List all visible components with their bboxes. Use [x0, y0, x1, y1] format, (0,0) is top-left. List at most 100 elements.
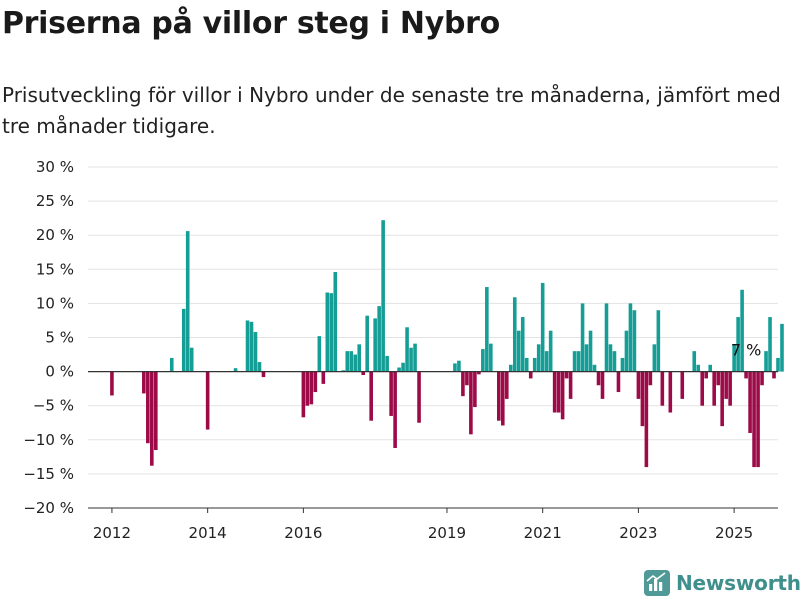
bar — [261, 371, 266, 378]
bar — [453, 363, 457, 372]
bar — [313, 371, 318, 393]
y-tick-label: −10 % — [23, 431, 74, 449]
bar — [576, 351, 581, 372]
bar — [608, 344, 613, 372]
bar — [616, 371, 621, 393]
bar — [401, 362, 405, 372]
bar — [596, 371, 601, 386]
bar — [377, 306, 381, 372]
bar — [652, 344, 657, 372]
bar — [345, 351, 350, 372]
bar — [628, 303, 633, 372]
bar — [584, 344, 589, 372]
bar — [560, 371, 565, 420]
bar — [728, 371, 732, 406]
bar — [632, 310, 637, 372]
y-tick-label: 15 % — [36, 260, 74, 278]
bar — [389, 371, 393, 416]
bar — [457, 360, 461, 372]
y-tick-label: −20 % — [23, 499, 74, 517]
newsworthy-logo: Newsworthy — [644, 570, 800, 596]
bar — [142, 371, 146, 394]
bar — [732, 344, 736, 372]
latest-value-label: 7 % — [731, 340, 761, 359]
bar — [405, 327, 409, 372]
bar — [736, 317, 740, 372]
bar — [712, 371, 716, 406]
x-axis-labels: 2012 2014 2016 2019 2021 2023 2025 — [93, 524, 753, 542]
bar — [110, 371, 114, 396]
brand-name: Newsworthy — [676, 571, 800, 595]
bar — [620, 357, 625, 372]
bar — [341, 370, 346, 372]
bar — [524, 357, 529, 372]
bar — [696, 364, 701, 372]
bar — [720, 371, 724, 427]
x-tick-label: 2012 — [93, 524, 131, 542]
bar — [473, 371, 477, 408]
bar — [600, 371, 605, 399]
bar — [532, 357, 537, 372]
bar — [361, 371, 365, 376]
chart-logo-icon — [644, 570, 670, 596]
bar — [552, 371, 557, 413]
bar — [512, 297, 517, 372]
bar — [321, 371, 326, 384]
chart-title: Priserna på villor steg i Nybro — [2, 6, 500, 41]
bar — [640, 371, 645, 427]
bar — [508, 364, 513, 372]
bar — [301, 371, 306, 418]
bar — [349, 351, 354, 372]
x-tick-label: 2025 — [715, 524, 753, 542]
bar — [544, 351, 549, 372]
bar — [752, 371, 756, 468]
bar — [564, 371, 569, 379]
bar — [381, 220, 385, 372]
bar — [481, 349, 485, 372]
bar — [369, 371, 373, 421]
bar — [536, 344, 541, 372]
bar — [417, 371, 421, 423]
bar — [644, 371, 649, 468]
bar — [413, 343, 417, 372]
bar — [189, 347, 194, 372]
x-tick-label: 2016 — [284, 524, 322, 542]
x-tick-label: 2021 — [524, 524, 562, 542]
bar — [708, 364, 712, 372]
bar — [233, 368, 238, 372]
bar — [656, 310, 661, 372]
grid-lines — [88, 166, 778, 509]
bar — [604, 303, 609, 372]
bar — [245, 320, 250, 372]
bar — [612, 351, 617, 372]
bar — [692, 351, 697, 372]
bar — [772, 371, 776, 379]
bar — [700, 371, 705, 406]
bar — [461, 371, 465, 397]
y-tick-label: 10 % — [36, 294, 74, 312]
bar — [181, 308, 186, 372]
y-tick-label: 20 % — [36, 226, 74, 244]
bar — [556, 371, 561, 413]
bar — [465, 371, 469, 386]
bar — [469, 371, 473, 435]
bar — [624, 330, 629, 372]
bar — [309, 371, 314, 405]
bar — [146, 371, 150, 444]
bar — [724, 371, 728, 399]
bar — [497, 371, 501, 421]
bar — [357, 344, 362, 372]
bar — [205, 371, 210, 430]
y-tick-label: −15 % — [23, 465, 74, 483]
bar — [744, 371, 748, 379]
bar — [660, 371, 665, 406]
bar — [154, 371, 158, 451]
bar — [716, 371, 720, 386]
x-tick-label: 2019 — [428, 524, 466, 542]
bar — [572, 351, 577, 372]
bar — [169, 357, 174, 372]
chart-subtitle: Prisutveckling för villor i Nybro under … — [2, 83, 781, 138]
bar — [485, 287, 489, 372]
bar — [592, 364, 597, 372]
